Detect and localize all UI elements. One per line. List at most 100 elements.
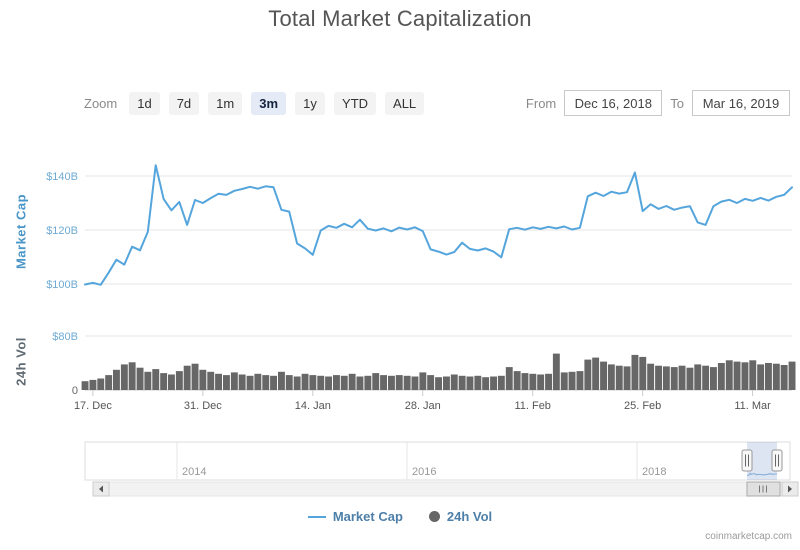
credit-link[interactable]: coinmarketcap.com [705, 531, 792, 542]
navigator-track[interactable] [84, 441, 791, 481]
zoom-button-ytd[interactable]: YTD [334, 91, 377, 115]
volume-bar [246, 375, 254, 390]
volume-bar [686, 367, 694, 390]
volume-bar [191, 363, 199, 390]
volume-bar [364, 375, 372, 390]
volume-bar [576, 371, 584, 390]
legend-item-market-cap[interactable]: Market Cap [307, 509, 403, 524]
volume-bar [647, 363, 655, 390]
x-axis-label: 28. Jan [405, 400, 441, 412]
volume-y-tick-label: 0 [72, 385, 78, 397]
volume-bar [136, 367, 144, 390]
volume-bar [278, 371, 285, 390]
circle-marker-icon [428, 511, 440, 522]
from-label: From [525, 95, 557, 111]
volume-bar [160, 373, 168, 390]
volume-bar [333, 375, 340, 390]
volume-bar [113, 369, 120, 391]
volume-bar [670, 367, 678, 390]
volume-bar [678, 365, 686, 390]
x-axis-label: 14. Jan [295, 400, 331, 412]
volume-bar [537, 374, 545, 390]
zoom-label: Zoom [84, 95, 118, 111]
chart-controls: Zoom 1d 7d 1m 3m 1y YTD ALL From To [0, 89, 800, 117]
line-marker-icon [307, 515, 326, 518]
legend-item-24h-vol[interactable]: 24h Vol [428, 509, 493, 524]
to-date-input[interactable] [692, 90, 790, 116]
volume-bar [615, 365, 623, 390]
volume-bar [199, 369, 207, 391]
page-title: Total Market Capitalization [268, 6, 532, 31]
volume-bar [215, 373, 222, 390]
volume-bar [152, 369, 160, 390]
volume-bar [623, 366, 631, 390]
volume-bar [545, 373, 552, 390]
volume-bar [710, 367, 717, 390]
volume-bar [380, 375, 387, 390]
volume-bar [694, 364, 702, 390]
scrollbar-right-arrow-icon [788, 485, 792, 493]
volume-bar [757, 364, 765, 390]
volume-bar [560, 372, 568, 390]
navigator-handle-left[interactable] [741, 449, 753, 472]
volume-bar [388, 375, 395, 390]
volume-bar [293, 376, 301, 390]
navigator-year-label: 2018 [642, 466, 666, 478]
market-cap-y-tick-label: $140B [46, 171, 78, 183]
navigator-handle-right[interactable] [771, 449, 783, 472]
scrollbar-track[interactable] [92, 481, 799, 497]
volume-bar [309, 375, 317, 390]
volume-bar [81, 381, 89, 390]
navigator-year-label: 2016 [412, 466, 436, 478]
volume-bar [270, 375, 277, 390]
zoom-button-1m[interactable]: 1m [208, 91, 243, 115]
zoom-button-all[interactable]: ALL [385, 91, 425, 115]
volume-bar [223, 375, 230, 390]
volume-bar [128, 362, 136, 390]
volume-bar [584, 359, 592, 390]
volume-bar [568, 371, 576, 390]
volume-bar [717, 363, 725, 390]
volume-bar [443, 376, 450, 390]
volume-bar [207, 371, 215, 390]
chart-legend: Market Cap 24h Vol [0, 509, 800, 524]
zoom-button-7d[interactable]: 7d [168, 91, 200, 115]
volume-bar [411, 376, 419, 390]
volume-bar [458, 375, 466, 390]
volume-bar [482, 377, 490, 390]
zoom-button-3m[interactable]: 3m [251, 91, 287, 115]
volume-bar [639, 356, 647, 390]
zoom-button-1y[interactable]: 1y [295, 91, 326, 115]
volume-bar [788, 361, 796, 390]
x-axis-label: 25. Feb [624, 400, 661, 412]
zoom-buttons: 1d 7d 1m 3m 1y YTD ALL [129, 91, 425, 115]
volume-bar [733, 361, 741, 390]
volume-bar [89, 379, 97, 390]
volume-bar [168, 374, 175, 390]
volume-bar [474, 375, 482, 390]
volume-bar [301, 373, 309, 390]
volume-bar [702, 365, 710, 390]
volume-bar [513, 371, 521, 390]
legend-label-24h-vol: 24h Vol [446, 509, 493, 524]
market-cap-line [84, 164, 793, 286]
market-cap-y-tick-label: $100B [46, 279, 78, 291]
volume-bar [765, 363, 772, 390]
date-range-inputs: From To [526, 90, 790, 116]
volume-bar [772, 363, 780, 390]
volume-y-tick-label: $80B [52, 331, 78, 343]
zoom-button-1d[interactable]: 1d [129, 91, 160, 115]
volume-bars [81, 353, 796, 391]
volume-bar [497, 375, 505, 390]
volume-bar [97, 378, 105, 390]
volume-bar [662, 366, 670, 390]
volume-bar [183, 365, 191, 390]
from-date-input[interactable] [564, 90, 663, 116]
volume-bar [325, 376, 332, 390]
volume-bar [285, 375, 293, 390]
volume-bar [505, 367, 513, 390]
volume-bar [490, 376, 497, 390]
volume-bar [780, 365, 788, 390]
